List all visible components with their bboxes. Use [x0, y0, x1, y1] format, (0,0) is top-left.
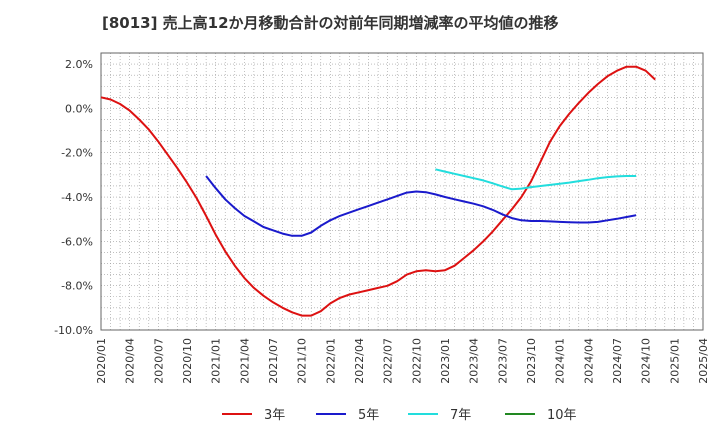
x-axis-ticks: 2020/01 2020/04 2020/07 2020/10 2021/01 2021/…: [95, 338, 710, 384]
legend: 3年 5年 7年 10年: [222, 408, 577, 423]
y-tick-label: -2.0%: [61, 147, 93, 160]
plot-frame: [100, 52, 704, 331]
x-tick-label: 2023/04: [468, 338, 481, 384]
y-tick-label: -8.0%: [61, 280, 93, 293]
x-tick-label: 2021/07: [267, 338, 280, 384]
legend-label: 7年: [450, 408, 471, 423]
x-tick-label: 2020/01: [95, 338, 108, 384]
x-tick-label: 2020/10: [181, 338, 194, 384]
y-tick-label: 2.0%: [65, 58, 93, 71]
x-tick-label: 2023/07: [496, 338, 509, 384]
series-lines: [100, 65, 656, 317]
y-tick-label: -4.0%: [61, 191, 93, 204]
x-tick-label: 2020/04: [124, 338, 137, 384]
series-line-5年: [205, 175, 637, 237]
y-tick-label: -6.0%: [61, 235, 93, 248]
x-tick-label: 2022/07: [382, 338, 395, 384]
x-tick-label: 2025/01: [668, 338, 681, 384]
x-tick-label: 2021/01: [210, 338, 223, 384]
x-tick-label: 2021/10: [296, 338, 309, 384]
series-line-3年: [100, 65, 656, 317]
chart-title: [8013] 売上高12か月移動合計の対前年同期増減率の平均値の推移: [102, 14, 559, 32]
x-tick-label: 2024/10: [640, 338, 653, 384]
y-axis-ticks: 2.0% 0.0% -2.0% -4.0% -6.0% -8.0% -10.0%: [54, 58, 93, 337]
y-tick-label: 0.0%: [65, 102, 93, 115]
x-tick-label: 2024/01: [554, 338, 567, 384]
legend-label: 10年: [547, 408, 577, 423]
x-tick-label: 2025/04: [697, 338, 710, 384]
x-tick-label: 2024/07: [611, 338, 624, 384]
x-tick-label: 2021/04: [238, 338, 251, 384]
legend-label: 3年: [264, 408, 285, 423]
grid-lines: [100, 52, 704, 331]
x-tick-label: 2022/04: [353, 338, 366, 384]
series-line-7年: [435, 168, 637, 191]
x-tick-label: 2022/10: [410, 338, 423, 384]
legend-label: 5年: [358, 408, 379, 423]
plot-border: [100, 52, 704, 331]
x-tick-label: 2023/10: [525, 338, 538, 384]
x-tick-label: 2020/07: [152, 338, 165, 384]
x-tick-label: 2023/01: [439, 338, 452, 384]
x-tick-label: 2022/01: [324, 338, 337, 384]
y-tick-label: -10.0%: [54, 324, 93, 337]
x-tick-label: 2024/04: [582, 338, 595, 384]
